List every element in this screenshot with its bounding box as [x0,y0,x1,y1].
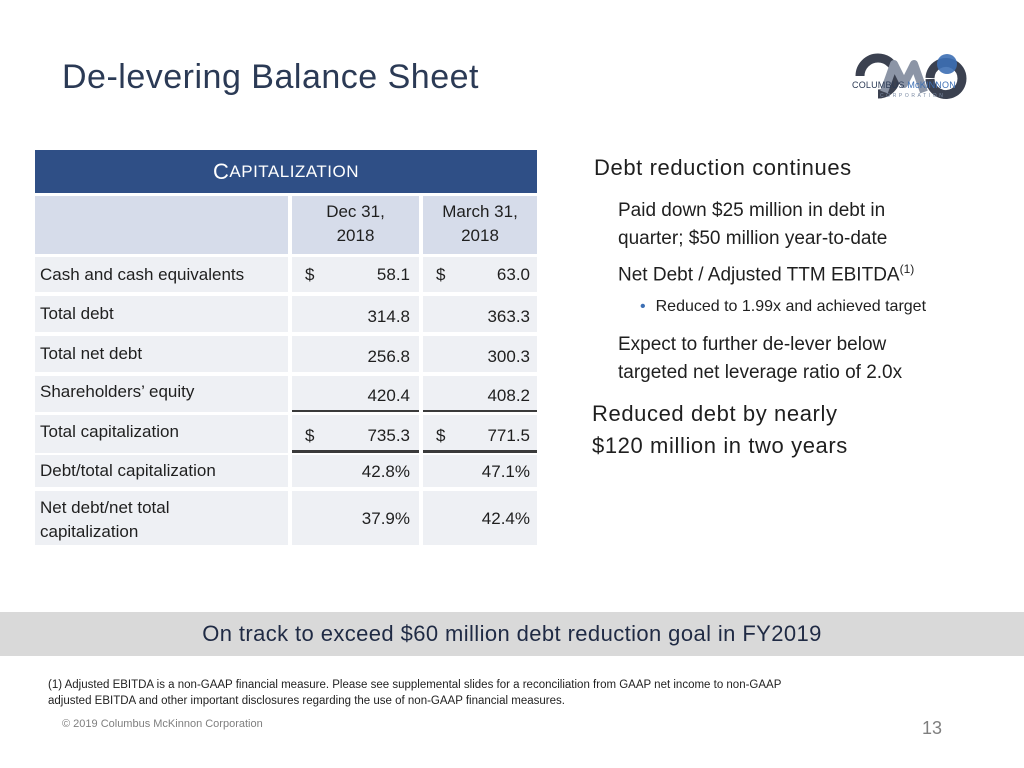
row-value-cell [292,296,419,332]
copyright: © 2019 Columbus McKinnon Corporation [62,718,263,730]
page-number: 13 [922,718,943,738]
paragraph-paid-down: Paid down $25 million in debt in quarter… [618,197,887,253]
paragraph-expect-line2: targeted net leverage ratio of 2.0x [618,362,903,383]
footnote: (1) Adjusted EBITDA is a non-GAAP financ… [48,677,928,709]
row-value: 363.3 [487,307,530,326]
bullet-reduced: • Reduced to 1.99x and achieved target [640,298,926,316]
row-value: 42.4% [481,509,530,528]
paragraph-expect: Expect to further de-lever below targete… [618,331,902,387]
currency-symbol: $ [436,426,446,445]
logo-word2: McKINNON [907,80,956,90]
row-value-cell [423,415,537,453]
col-header-dec-line2: 2018 [336,226,375,245]
row-label-line1: Net debt/net total [40,498,170,517]
row-label: Total capitalization [35,415,288,453]
col-header-label-cell [35,196,288,254]
currency-symbol: $ [305,265,315,284]
row-value: 58.1 [376,265,410,284]
bullet-reduced-text: Reduced to 1.99x and achieved target [655,298,927,315]
header-rest: APITALIZATION [229,161,359,181]
row-value: 314.8 [367,307,410,326]
goal-banner: On track to exceed $60 million debt redu… [0,612,1024,656]
total-underline [292,450,419,453]
col-header-mar: March 31, 2018 [423,196,537,254]
paragraph-paid-down-line2: quarter; $50 million year-to-date [618,228,888,249]
row-value: 420.4 [367,386,410,405]
row-value-cell [423,455,537,487]
row-value-cell [292,455,419,487]
row-label: Cash and cash equivalents [35,257,288,292]
paragraph-paid-down-line1: Paid down $25 million in debt in [618,200,886,221]
row-value: 37.9% [361,509,410,528]
row-value-cell [292,336,419,372]
row-label: Total debt [35,296,288,332]
total-underline [423,450,537,453]
paragraph-expect-line1: Expect to further de-lever below [618,334,887,355]
col-header-mar-line1: March 31, [442,202,518,221]
footnote-line2: adjusted EBITDA and other important disc… [48,695,565,707]
row-value-cell [423,491,537,545]
row-label-line2: capitalization [40,522,139,541]
row-label: Shareholders’ equity [35,376,288,412]
currency-symbol: $ [305,426,315,445]
row-value: 63.0 [496,265,530,284]
slide-title: De-levering Balance Sheet [62,58,479,96]
heading-reduced-debt-line2: $120 million in two years [592,433,848,458]
row-value-cell [423,336,537,372]
heading-debt-reduction: Debt reduction continues [594,155,852,180]
row-label: Total net debt [35,336,288,372]
header-initial: C [213,158,230,184]
row-value: 735.3 [367,426,410,445]
row-value-cell [423,257,537,292]
row-value: 42.8% [361,462,410,481]
footnote-ref: (1) [899,262,915,276]
logo-corporation: CORPORATION [880,93,946,99]
subtotal-underline [292,410,419,412]
row-value-cell [423,296,537,332]
row-value: 47.1% [481,462,530,481]
capitalization-header: C APITALIZATION [35,150,537,193]
row-value-cell [292,491,419,545]
row-value: 771.5 [487,426,530,445]
subtotal-underline [423,410,537,412]
col-header-mar-line2: 2018 [461,226,499,245]
col-header-dec-line1: Dec 31, [326,202,385,221]
row-value: 300.3 [487,347,530,366]
row-label: Debt/total capitalization [35,455,288,487]
row-value: 256.8 [367,347,410,366]
heading-reduced-debt-line1: Reduced debt by nearly [592,401,838,426]
logo-word1: COLUMBUS [852,80,905,90]
col-header-dec: Dec 31, 2018 [292,196,419,254]
logo-wordmark: COLUMBUS McKINNON [852,80,968,90]
row-value-cell [292,415,419,453]
bullet-dot-icon: • [640,298,646,315]
net-debt-ebitda-text: Net Debt / Adjusted TTM EBITDA [618,264,900,286]
footnote-line1: (1) Adjusted EBITDA is a non-GAAP financ… [48,679,782,691]
heading-reduced-debt: Reduced debt by nearly $120 million in t… [592,398,848,462]
row-value-cell [292,257,419,292]
row-label: Net debt/net total capitalization [35,491,288,545]
currency-symbol: $ [436,265,446,284]
row-value-cell [423,376,537,412]
company-logo-icon [855,53,967,99]
paragraph-net-debt-ebitda: Net Debt / Adjusted TTM EBITDA(1) [618,262,914,286]
row-value-cell [292,376,419,412]
row-value: 408.2 [487,386,530,405]
